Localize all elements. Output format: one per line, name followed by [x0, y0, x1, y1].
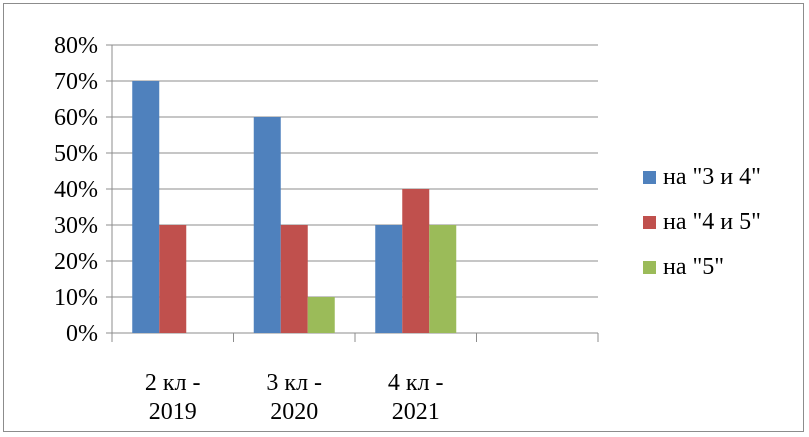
bar [307, 297, 335, 333]
x-category-label: 2019 [149, 399, 197, 425]
y-tick-label: 70% [54, 69, 98, 95]
bar [132, 81, 160, 333]
legend-label: на "5" [663, 254, 724, 280]
legend-label: на "4 и 5" [663, 209, 761, 235]
legend-swatch [643, 216, 656, 229]
x-category-label: 3 кл - [266, 370, 322, 396]
y-tick-label: 40% [54, 177, 98, 203]
bar [253, 117, 281, 333]
y-tick-label: 60% [54, 105, 98, 131]
y-tick-label: 0% [66, 321, 98, 347]
x-category-label: 2021 [392, 399, 440, 425]
legend-swatch [643, 261, 656, 274]
x-category-label: 2 кл - [145, 370, 201, 396]
x-category-label: 2020 [270, 399, 318, 425]
bar [159, 225, 187, 333]
y-tick-label: 80% [54, 33, 98, 59]
bar [402, 189, 430, 333]
x-category-label: 4 кл - [388, 370, 444, 396]
legend-label: на "3 и 4" [663, 164, 761, 190]
y-tick-label: 10% [54, 285, 98, 311]
bar [429, 225, 457, 333]
y-tick-label: 30% [54, 213, 98, 239]
bar [375, 225, 403, 333]
legend-swatch [643, 171, 656, 184]
bar [280, 225, 308, 333]
y-tick-label: 50% [54, 141, 98, 167]
y-tick-label: 20% [54, 249, 98, 275]
